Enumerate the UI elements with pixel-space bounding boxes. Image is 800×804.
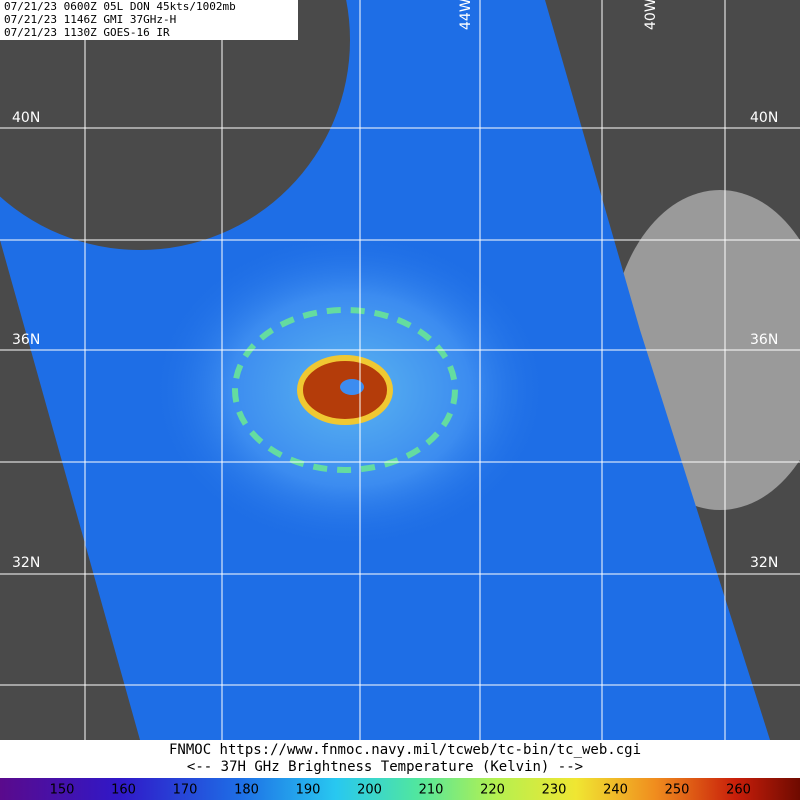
header-line: 07/21/23 1130Z GOES-16 IR (4, 26, 170, 39)
graticule (0, 0, 800, 740)
lat-label: 40N (750, 110, 778, 126)
colorbar-label: 170 (173, 783, 198, 798)
colorbar-label: 230 (542, 783, 567, 798)
rain-band (232, 307, 458, 473)
colorbar-label: 210 (419, 783, 444, 798)
lat-label: 36N (12, 332, 40, 348)
lat-label: 32N (750, 555, 778, 571)
colorbar-label: 200 (357, 783, 382, 798)
colorbar-label: 250 (665, 783, 690, 798)
header-line: 07/21/23 1146Z GMI 37GHz-H (4, 13, 176, 26)
lon-label: 40W (643, 0, 659, 30)
lat-label: 36N (750, 332, 778, 348)
colorbar-label: 150 (50, 783, 75, 798)
colorbar-labels: 150 160 170 180 190 200 210 220 230 240 250 260 (50, 783, 751, 798)
colorbar-label: 190 (296, 783, 321, 798)
lat-label: 40N (12, 110, 40, 126)
eye (340, 379, 364, 395)
colorbar-label: 220 (480, 783, 505, 798)
header-line: 07/21/23 0600Z 05L DON 45kts/1002mb (4, 0, 236, 13)
footer-caption: <-- 37H GHz Brightness Temperature (Kelv… (187, 759, 583, 775)
colorbar-label: 160 (111, 783, 136, 798)
colorbar-label: 180 (234, 783, 259, 798)
colorbar (0, 778, 800, 800)
swath-gap (0, 0, 350, 250)
lat-label: 32N (12, 555, 40, 571)
header-box (0, 0, 298, 40)
lon-label: 44W (458, 0, 474, 30)
footer-source: FNMOC https://www.fnmoc.navy.mil/tcweb/t… (169, 742, 641, 758)
colorbar-label: 240 (603, 783, 628, 798)
colorbar-label: 260 (726, 783, 751, 798)
